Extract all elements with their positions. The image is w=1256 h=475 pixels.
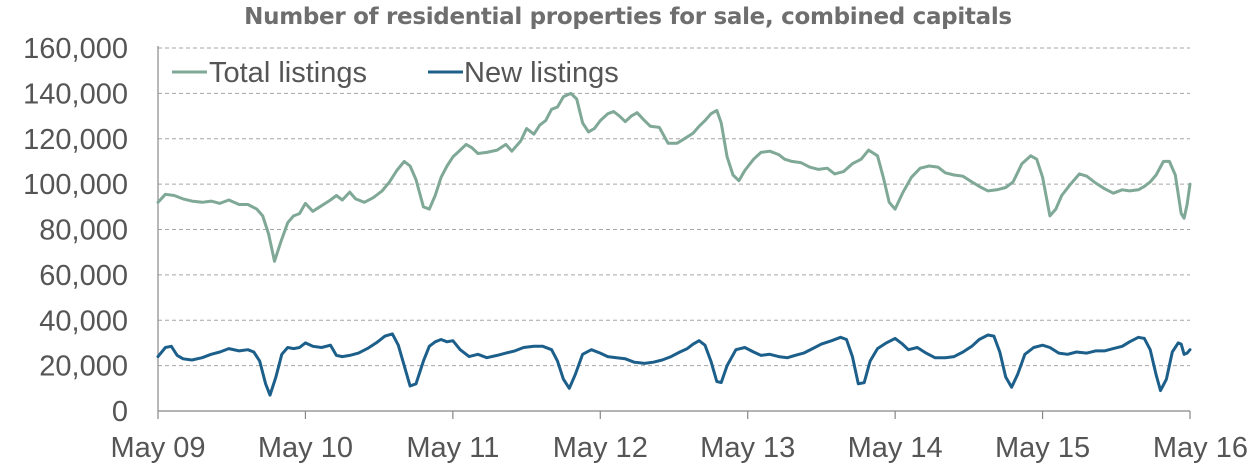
y-tick-label: 160,000: [23, 33, 128, 65]
y-tick-label: 80,000: [39, 215, 128, 247]
x-tick-label: May 09: [110, 432, 205, 464]
y-tick-label: 120,000: [23, 124, 128, 156]
axes: [157, 46, 1190, 412]
x-tick-label: May 13: [700, 432, 795, 464]
x-tick-label: May 15: [995, 432, 1090, 464]
y-tick-label: 140,000: [23, 78, 128, 110]
chart-title: Number of residential properties for sal…: [244, 4, 1012, 30]
y-tick-label: 60,000: [39, 260, 128, 292]
y-tick-label: 100,000: [23, 169, 128, 201]
y-tick-label: 0: [112, 396, 128, 428]
y-axis-ticks: 0 20,000 40,000 60,000 80,000 100,000 120,000 1…: [23, 33, 128, 428]
series-lines: [156, 91, 1192, 397]
x-tick-label: May 12: [553, 432, 648, 464]
y-tick-label: 40,000: [39, 305, 128, 337]
legend: Total listings New listings: [172, 57, 619, 89]
x-axis-ticks: May 09 May 10 May 11 May 12 May 13 May 14 May …: [110, 411, 1248, 464]
legend-label-total-listings: Total listings: [209, 57, 367, 89]
x-tick-label: May 10: [258, 432, 353, 464]
y-tick-label: 20,000: [39, 351, 128, 383]
series-line-new-listings: [156, 332, 1192, 397]
legend-label-new-listings: New listings: [464, 57, 619, 89]
x-tick-label: May 11: [406, 432, 499, 464]
series-line-total-listings: [156, 91, 1192, 263]
x-tick-label: May 16: [1153, 432, 1248, 464]
x-tick-label: May 14: [848, 432, 943, 464]
gridlines: [158, 47, 1190, 367]
